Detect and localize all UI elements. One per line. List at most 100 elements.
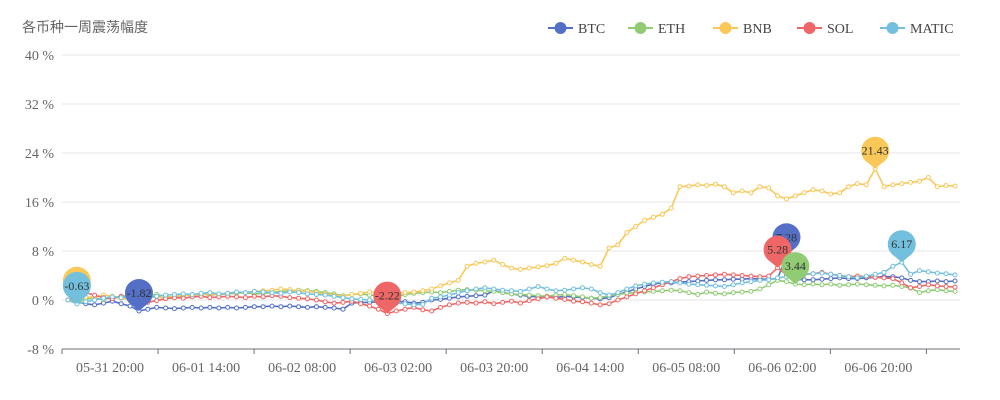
data-point	[872, 282, 878, 288]
data-point	[828, 276, 834, 282]
legend-item-eth[interactable]: ETH	[628, 22, 685, 37]
pin-label: 21.43	[862, 144, 889, 158]
data-point	[225, 304, 231, 310]
data-point	[739, 273, 745, 278]
data-point	[819, 276, 825, 282]
data-point	[269, 303, 275, 309]
legend-item-matic[interactable]: MATIC	[880, 22, 954, 37]
data-point	[748, 288, 754, 294]
data-point	[562, 292, 568, 297]
data-point	[287, 289, 293, 295]
data-point	[597, 290, 603, 296]
data-point	[553, 288, 559, 294]
data-point	[642, 217, 647, 223]
data-point	[721, 271, 727, 277]
legend-label: SOL	[827, 22, 853, 37]
data-point	[588, 295, 594, 301]
data-point	[571, 286, 577, 292]
data-point	[828, 191, 834, 197]
data-point	[420, 307, 426, 313]
data-point	[837, 273, 843, 278]
x-tick-label: 06-03 20:00	[460, 361, 528, 376]
data-point	[730, 276, 736, 282]
data-point	[446, 302, 452, 308]
data-point	[766, 277, 772, 283]
series-bnb	[65, 166, 958, 303]
data-point	[890, 182, 896, 188]
data-point	[934, 184, 940, 190]
data-point	[207, 290, 213, 296]
legend[interactable]: BTC ETH BNB SOL MATIC	[548, 22, 954, 37]
data-point	[367, 289, 373, 295]
chart-title: 各币种一周震荡幅度	[22, 20, 148, 36]
data-point	[686, 281, 692, 287]
x-axis: 05-31 20:00 06-01 14:00 06-02 08:00 06-03 0…	[61, 348, 960, 376]
data-point	[92, 297, 98, 303]
data-point	[260, 304, 266, 310]
data-point	[198, 290, 204, 296]
pin-label: 5.28	[767, 243, 788, 257]
data-point	[739, 280, 745, 286]
data-point	[917, 279, 922, 285]
data-point	[881, 275, 887, 281]
data-point	[846, 184, 852, 190]
legend-marker	[554, 22, 567, 34]
data-point	[296, 304, 302, 310]
legend-item-sol[interactable]: SOL	[797, 22, 853, 37]
data-point	[624, 230, 630, 236]
data-point	[686, 290, 692, 296]
data-point	[730, 290, 736, 296]
data-point	[207, 304, 213, 310]
data-point	[713, 272, 718, 278]
data-point	[650, 214, 656, 220]
legend-marker	[634, 22, 647, 34]
data-point	[278, 286, 284, 292]
data-point	[402, 301, 408, 307]
data-point	[659, 211, 665, 217]
data-point	[686, 183, 692, 189]
data-point	[278, 304, 284, 310]
data-point	[500, 262, 506, 267]
pin-bubble	[373, 281, 402, 310]
x-tick-label: 06-02 08:00	[268, 361, 336, 376]
data-point	[322, 304, 328, 310]
pin-matic: -0.63	[62, 271, 91, 304]
data-point	[775, 275, 781, 281]
pin-bubble	[62, 271, 91, 300]
data-point	[455, 294, 461, 300]
data-point	[766, 282, 772, 288]
data-point	[633, 224, 639, 229]
data-point	[553, 295, 559, 301]
legend-label: BNB	[743, 22, 772, 37]
data-point	[340, 295, 346, 301]
data-point	[305, 304, 310, 310]
data-point	[500, 299, 506, 305]
x-tick-label: 06-05 08:00	[652, 361, 720, 376]
data-point	[171, 306, 177, 312]
data-point	[881, 184, 887, 190]
marked-points: -1.82-0.46-2.22-0.637.285.283.4421.436.1…	[62, 136, 916, 314]
data-point	[606, 245, 612, 251]
data-point	[473, 300, 479, 306]
data-point	[331, 305, 337, 311]
data-point	[810, 277, 816, 283]
data-point	[242, 295, 248, 301]
data-point	[517, 288, 523, 294]
data-point	[784, 196, 789, 202]
data-point	[92, 302, 98, 308]
legend-item-btc[interactable]: BTC	[548, 22, 605, 37]
data-point	[828, 271, 834, 277]
legend-item-bnb[interactable]: BNB	[713, 22, 772, 37]
y-tick-label: 40 %	[25, 49, 55, 64]
data-point	[216, 305, 222, 311]
data-point	[429, 286, 435, 292]
data-point	[402, 290, 408, 296]
data-point	[269, 290, 275, 296]
data-point	[580, 259, 585, 265]
data-point	[721, 284, 727, 289]
data-point	[863, 182, 869, 188]
pin-btc: -1.82	[124, 279, 153, 312]
y-tick-label: -8 %	[27, 343, 54, 358]
x-tick-label: 06-03 02:00	[364, 361, 432, 376]
data-point	[118, 301, 124, 307]
